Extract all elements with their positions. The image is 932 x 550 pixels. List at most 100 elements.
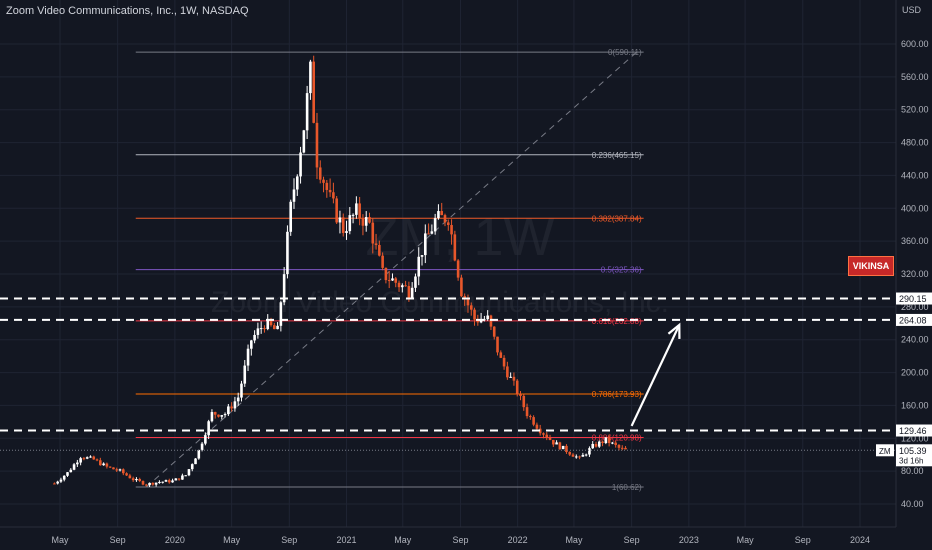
candle-body <box>607 437 611 444</box>
y-tick-label: 240.00 <box>901 335 929 345</box>
candle-body <box>538 428 542 434</box>
fib-level-label: 1(60.62) <box>612 483 642 492</box>
candle-body <box>227 406 230 415</box>
candle-body <box>286 231 289 275</box>
candle-body <box>282 274 286 303</box>
candle-body <box>391 278 394 281</box>
level-price-box <box>896 424 932 437</box>
candle-body <box>437 211 440 219</box>
candle-body <box>417 256 421 277</box>
candle-body <box>410 287 414 298</box>
candle-body <box>89 456 92 458</box>
candle-body <box>384 267 388 281</box>
candle-body <box>92 456 96 460</box>
x-tick-label: 2024 <box>850 535 870 545</box>
level-price-label: 290.15 <box>899 294 927 304</box>
candle-body <box>525 407 529 417</box>
y-tick-label: 520.00 <box>901 105 929 115</box>
candle-body <box>483 319 486 321</box>
y-tick-label: 80.00 <box>901 466 924 476</box>
symbol-tag-box <box>876 444 894 457</box>
candle-body <box>171 480 174 483</box>
candle-body <box>332 192 335 199</box>
candle-body <box>220 415 224 417</box>
fib-level-label: 0.886(120.98) <box>592 433 642 442</box>
candle-body <box>315 122 319 168</box>
candle-body <box>181 475 184 480</box>
candle-body <box>364 217 368 226</box>
candle-body <box>469 305 473 310</box>
candle-body <box>69 469 73 473</box>
candle-body <box>230 406 233 409</box>
candle-body <box>82 458 86 460</box>
candle-body <box>614 442 617 445</box>
y-tick-label: 480.00 <box>901 138 929 148</box>
candle-body <box>446 222 450 226</box>
candle-body <box>479 319 483 323</box>
fib-level-label: 0.618(262.88) <box>592 317 642 326</box>
candle-body <box>302 130 306 153</box>
projection-arrow-shaft <box>630 324 681 427</box>
candle-body <box>519 394 522 396</box>
candle-body <box>381 255 384 268</box>
candle-body <box>378 244 381 256</box>
candle-body <box>545 434 549 438</box>
candle-body <box>548 437 552 440</box>
candle-body <box>578 456 581 458</box>
candle-body <box>118 469 122 471</box>
candle-body <box>299 152 302 177</box>
y-tick-label: 320.00 <box>901 269 929 279</box>
candle-body <box>601 441 604 444</box>
candle-body <box>312 61 315 123</box>
candle-body <box>584 454 588 456</box>
candle-body <box>620 447 624 449</box>
x-tick-label: Sep <box>281 535 297 545</box>
candle-body <box>374 243 378 245</box>
candle-body <box>207 421 210 436</box>
candle-body <box>253 334 256 341</box>
candle-body <box>273 325 276 330</box>
candle-body <box>194 458 197 465</box>
candle-body <box>588 448 591 455</box>
x-tick-label: May <box>223 535 241 545</box>
candle-body <box>355 203 358 215</box>
y-tick-label: 360.00 <box>901 236 929 246</box>
candle-body <box>433 218 437 232</box>
candle-body <box>190 464 194 470</box>
candle-body <box>263 328 266 330</box>
candle-body <box>187 469 191 476</box>
x-tick-label: Sep <box>452 535 468 545</box>
level-price-label: 264.08 <box>899 315 927 325</box>
candle-body <box>309 61 312 94</box>
candle-body <box>604 437 608 444</box>
candle-body <box>522 395 526 408</box>
candle-body <box>558 442 562 450</box>
candle-body <box>72 464 76 470</box>
candle-body <box>387 280 391 282</box>
candle-body <box>256 328 260 335</box>
candle-body <box>236 397 240 402</box>
candle-body <box>591 443 595 449</box>
candle-body <box>407 285 411 298</box>
candle-body <box>565 445 568 453</box>
candle-body <box>141 481 145 485</box>
candle-body <box>246 348 250 366</box>
x-tick-label: Sep <box>795 535 811 545</box>
fib-level-label: 0.382(387.84) <box>592 214 642 223</box>
x-tick-label: Sep <box>624 535 640 545</box>
candle-body <box>250 340 253 349</box>
candle-body <box>210 412 214 422</box>
x-tick-label: May <box>737 535 755 545</box>
candle-body <box>473 309 476 320</box>
candle-body <box>486 315 489 320</box>
candle-body <box>594 443 598 447</box>
bar-countdown-label: 3d 16h <box>899 456 923 465</box>
candle-body <box>571 454 575 457</box>
candle-body <box>177 478 181 480</box>
candle-body <box>62 475 66 480</box>
candle-body <box>276 325 279 330</box>
candle-body <box>515 380 519 395</box>
candle-body <box>460 277 463 297</box>
